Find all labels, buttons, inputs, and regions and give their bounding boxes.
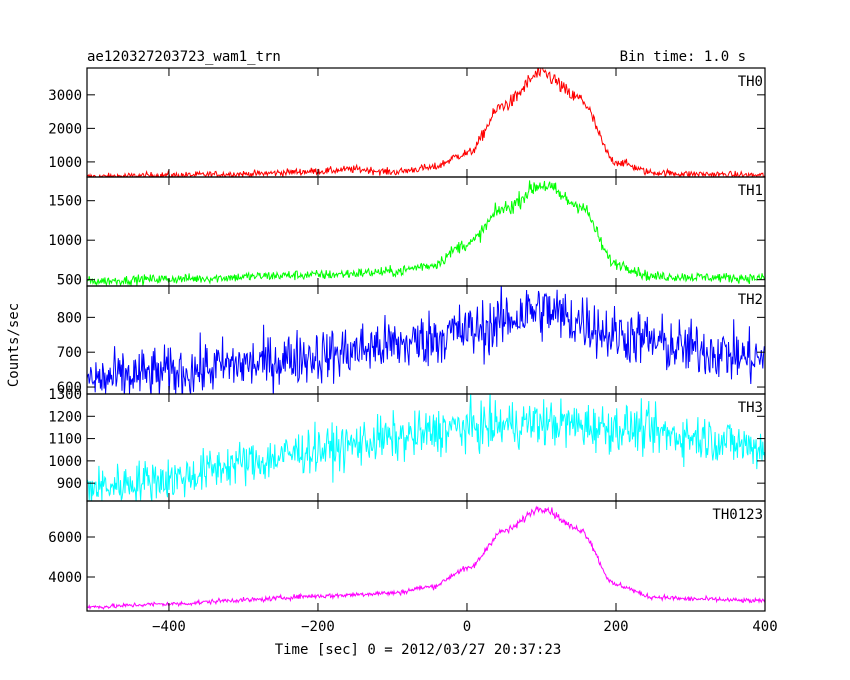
- series-line-th0123: [87, 505, 765, 611]
- y-tick-label: 1000: [48, 454, 82, 470]
- series-line-th2: [87, 286, 765, 394]
- panel-label: TH2: [738, 292, 763, 308]
- y-tick-label: 1200: [48, 409, 82, 425]
- panel-frame: [86, 500, 766, 612]
- x-axis-label: Time [sec] 0 = 2012/03/27 20:37:23: [275, 642, 562, 658]
- panel-th3: TH3 900 1000 1100 1200 1300: [48, 387, 766, 502]
- x-tick-label: 200: [603, 619, 628, 635]
- x-tick-label: 400: [752, 619, 777, 635]
- x-tick-label: 0: [463, 619, 471, 635]
- y-tick-label: 2000: [48, 121, 82, 137]
- bin-time-label: Bin time: 1.0 s: [620, 49, 746, 65]
- panel-frame: [86, 393, 766, 502]
- plot-title: ae120327203723_wam1_trn: [87, 49, 281, 65]
- panel-th0: TH0 1000 2000 3000: [48, 67, 766, 178]
- panel-label: TH1: [738, 183, 763, 199]
- y-tick-label: 1500: [48, 194, 82, 210]
- y-tick-label: 1300: [48, 387, 82, 403]
- series-line-th0: [87, 68, 765, 177]
- panel-th2: TH2 600 700 800: [57, 285, 766, 396]
- x-axis: −400 −200 0 200 400: [152, 619, 778, 635]
- panel-th1: TH1 500 1000 1500: [48, 176, 766, 289]
- y-tick-label: 1100: [48, 432, 82, 448]
- y-tick-label: 600: [57, 380, 82, 396]
- panel-frame: [86, 67, 766, 178]
- y-tick-label: 3000: [48, 88, 82, 104]
- y-axis-label: Counts/sec: [6, 303, 22, 387]
- panel-label: TH0123: [712, 507, 763, 523]
- x-tick-label: −200: [301, 619, 335, 635]
- panels-group: TH0 1000 2000 3000 TH1 500 1000 1500 TH2 600 700 80…: [48, 67, 766, 612]
- y-tick-label: 1000: [48, 233, 82, 249]
- series-line-th1: [87, 180, 765, 286]
- y-tick-label: 700: [57, 345, 82, 361]
- y-tick-label: 500: [57, 273, 82, 289]
- series-line-th3: [87, 394, 765, 501]
- panel-frame: [86, 176, 766, 287]
- y-tick-label: 1000: [48, 155, 82, 171]
- y-tick-label: 800: [57, 310, 82, 326]
- y-tick-label: 4000: [48, 570, 82, 586]
- x-tick-label: −400: [152, 619, 186, 635]
- y-tick-label: 6000: [48, 530, 82, 546]
- panel-th0123: TH0123 4000 6000: [48, 500, 766, 612]
- panel-label: TH3: [738, 400, 763, 416]
- panel-label: TH0: [738, 74, 763, 90]
- y-tick-label: 900: [57, 476, 82, 492]
